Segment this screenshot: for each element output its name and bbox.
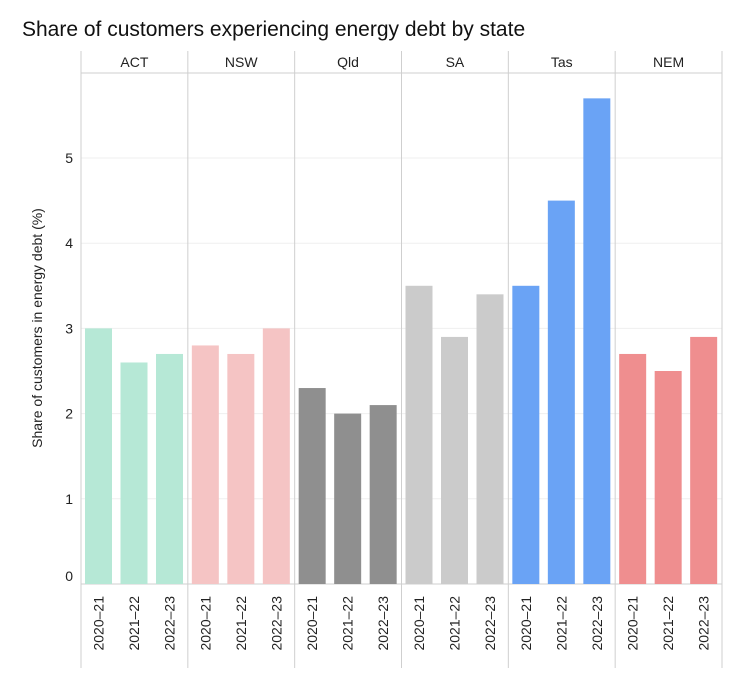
y-axis-label: Share of customers in energy debt (%): [29, 208, 45, 448]
x-tick-label: 2021–22: [233, 596, 249, 651]
bar-nem-1: [619, 353, 647, 584]
bar-act-1: [85, 328, 112, 584]
bar-nsw-3: [262, 328, 290, 584]
chart-title: Share of customers experiencing energy d…: [22, 18, 526, 41]
bar-sa-1: [405, 285, 433, 584]
x-tick-label: 2020–21: [411, 596, 427, 651]
facet-label-nsw: NSW: [225, 54, 258, 70]
x-tick-label: 2022–23: [268, 596, 284, 651]
bar-nem-2: [654, 371, 682, 584]
x-tick-label: 2022–23: [375, 596, 391, 651]
x-tick-label: 2021–22: [553, 596, 569, 651]
y-tick-label: 1: [65, 491, 73, 507]
x-tick-label: 2022–23: [482, 596, 498, 651]
bar-nsw-1: [191, 345, 219, 584]
x-tick-label: 2022–23: [589, 596, 605, 651]
x-tick-label: 2021–22: [126, 596, 142, 651]
facet-label-tas: Tas: [551, 54, 573, 70]
facet-label-act: ACT: [120, 54, 148, 70]
bar-tas-3: [583, 98, 611, 585]
y-tick-label: 3: [65, 320, 73, 336]
bar-tas-2: [547, 200, 575, 584]
x-tick-label: 2020–21: [91, 596, 107, 651]
x-tick-label: 2021–22: [660, 596, 676, 651]
facet-label-sa: SA: [446, 54, 465, 70]
bar-nem-3: [690, 336, 718, 584]
x-tick-label: 2020–21: [625, 596, 641, 651]
x-tick-label: 2020–21: [518, 596, 534, 651]
bar-tas-1: [512, 285, 540, 584]
bar-sa-3: [476, 294, 504, 584]
y-tick-label: 2: [65, 406, 73, 422]
y-tick-label: 0: [65, 568, 73, 584]
bar-qld-1: [298, 388, 326, 584]
facet-label-nem: NEM: [653, 54, 684, 70]
bar-act-2: [120, 362, 148, 584]
x-tick-label: 2020–21: [304, 596, 320, 651]
bar-qld-3: [369, 405, 397, 584]
x-tick-label: 2020–21: [197, 596, 213, 651]
bar-act-3: [156, 353, 183, 584]
x-tick-label: 2021–22: [340, 596, 356, 651]
x-tick-label: 2021–22: [447, 596, 463, 651]
x-tick-label: 2022–23: [696, 596, 712, 651]
bar-nsw-2: [227, 353, 255, 584]
y-tick-label: 4: [65, 235, 73, 251]
x-tick-label: 2022–23: [162, 596, 178, 651]
y-tick-label: 5: [65, 150, 73, 166]
bar-sa-2: [441, 336, 468, 584]
bar-qld-2: [334, 413, 362, 584]
facet-label-qld: Qld: [337, 54, 359, 70]
